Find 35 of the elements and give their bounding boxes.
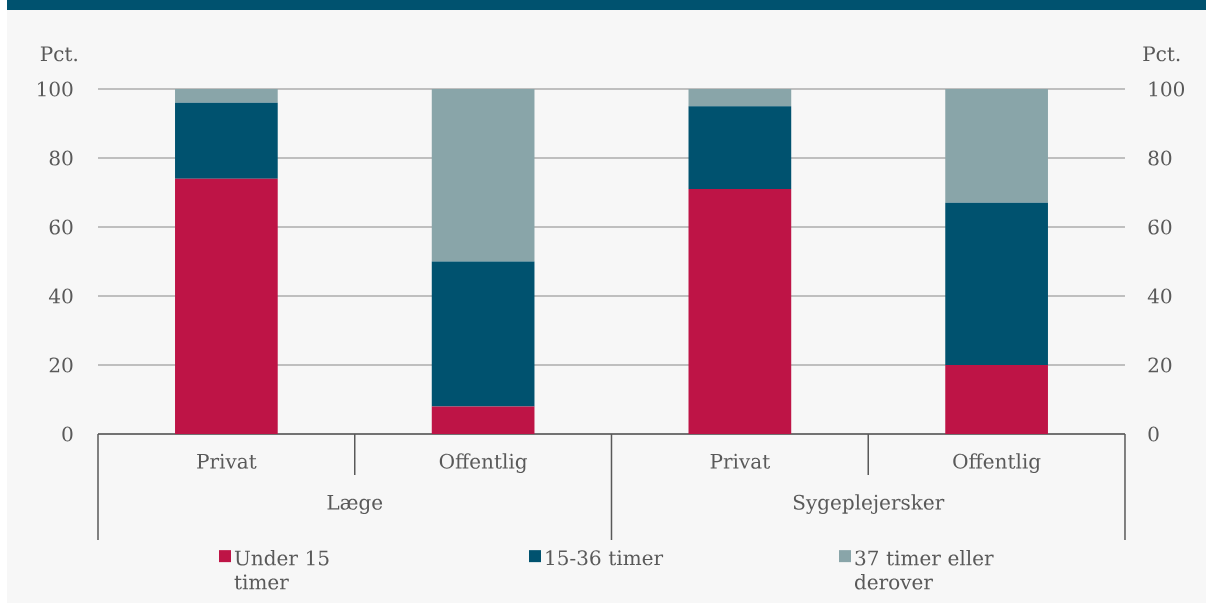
x-tick-label: Offentlig (439, 453, 528, 473)
bar (431, 89, 535, 262)
y2-tick-label: 60 (1148, 219, 1172, 235)
y-tick-label: 60 (49, 219, 73, 235)
text: Sygeplejersker (793, 494, 945, 514)
bar (688, 106, 792, 190)
bar (945, 365, 1048, 434)
x-tick-label: Offentlig (953, 453, 1041, 473)
bar (688, 189, 792, 434)
y-tick-label: 20 (49, 357, 73, 373)
y-tick-label: 80 (49, 150, 73, 166)
bar (175, 89, 278, 103)
y-tick-label: 100 (38, 81, 73, 97)
bar (945, 89, 1048, 203)
text: Læge (327, 494, 383, 514)
y2-tick-label: 0 (1148, 426, 1159, 442)
y-tick-label: 40 (48, 288, 73, 304)
y2-tick-label: 40 (1147, 288, 1172, 304)
y-tick-label: 0 (62, 426, 73, 442)
x-tick-label: Privat (197, 453, 257, 469)
y2-tick-label: 100 (1149, 81, 1185, 97)
bar (945, 202, 1048, 365)
bar (431, 406, 535, 434)
y2-axis-title: Pct. (1143, 46, 1180, 62)
legend-label: Under 15 timer (234, 550, 329, 590)
y-axis-title: Pct. (40, 46, 77, 62)
bar (175, 102, 278, 179)
y2-tick-label: 20 (1148, 357, 1172, 373)
x-tick-label: Privat (710, 453, 771, 469)
legend-label: 37 timer eller derover (854, 550, 994, 590)
legend-label: 15-36 timer (546, 550, 664, 566)
bar (175, 178, 278, 434)
bar (431, 261, 535, 407)
bar (688, 89, 792, 107)
y2-tick-label: 80 (1148, 150, 1172, 166)
